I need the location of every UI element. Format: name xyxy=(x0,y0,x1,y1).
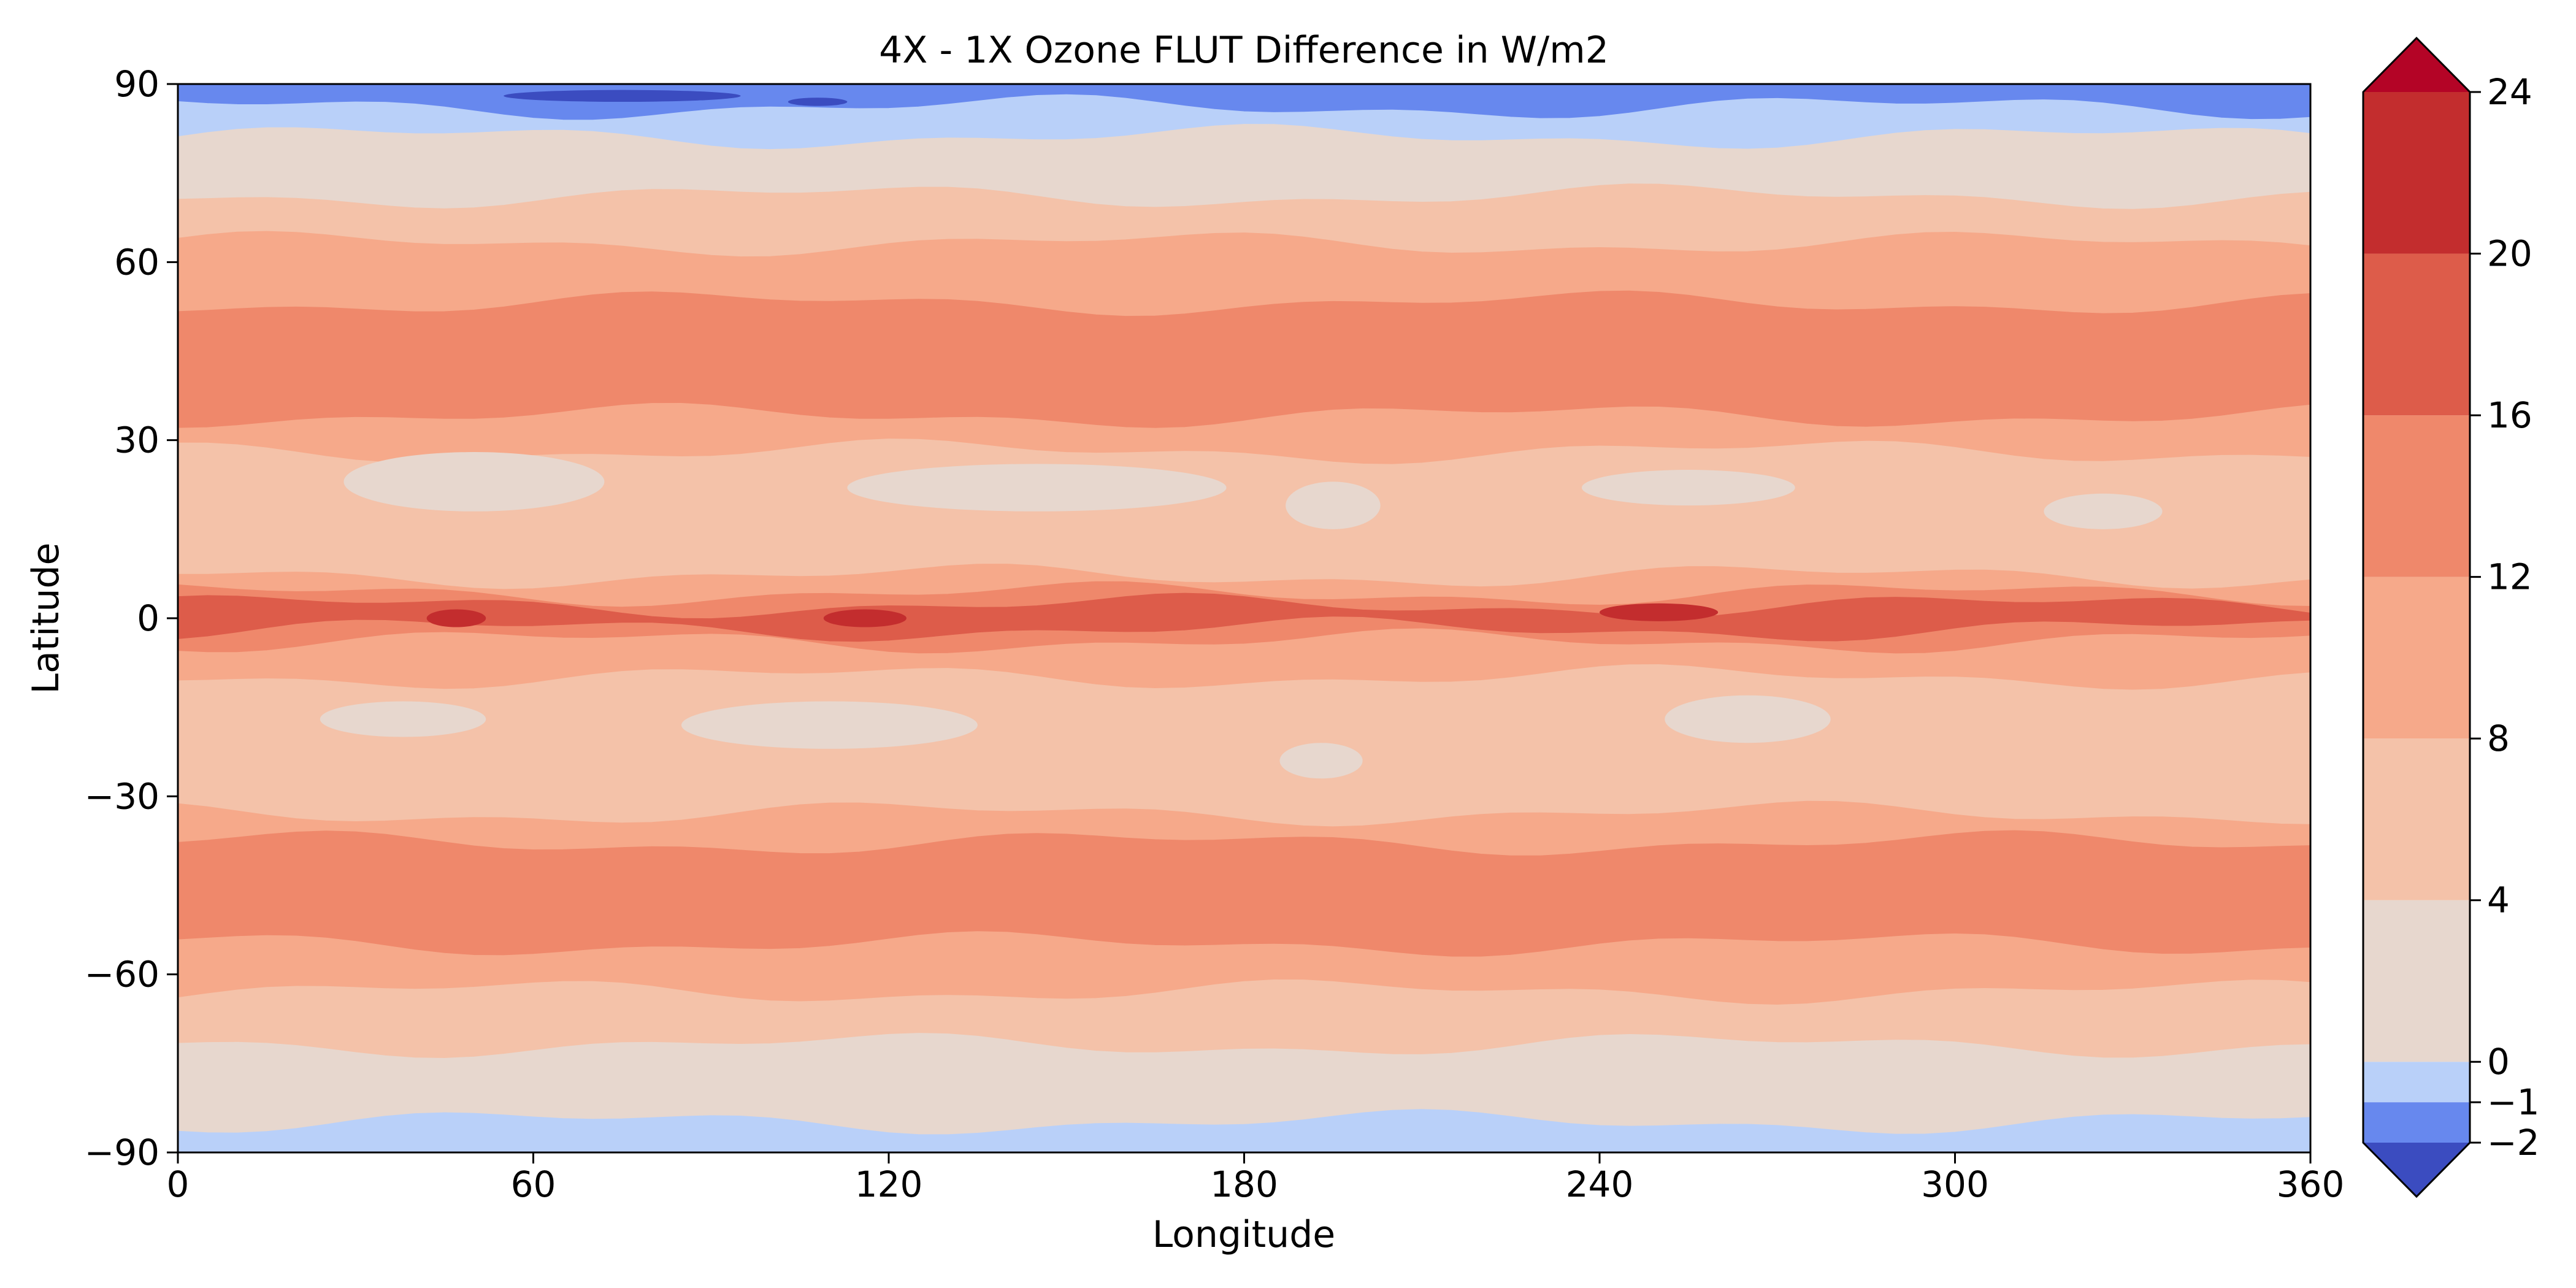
y-tick-label: 90 xyxy=(114,63,159,105)
y-tick-label: 0 xyxy=(137,597,159,639)
colorbar-segment xyxy=(2363,900,2470,1062)
contour-patch-5 xyxy=(320,701,486,737)
contour-patch-4 xyxy=(2044,493,2163,529)
colorbar-over-arrow xyxy=(2363,38,2470,92)
colorbar-tick-label: 4 xyxy=(2487,880,2510,921)
colorbar-tick-label: 24 xyxy=(2487,71,2532,113)
y-axis: −90 −60 −30 0 30 60 90 xyxy=(85,63,178,1173)
x-tick-label: 180 xyxy=(1210,1163,1278,1205)
colorbar-tick-label: 16 xyxy=(2487,394,2532,436)
colorbar-segment xyxy=(2363,577,2470,739)
colorbar-tick-label: 0 xyxy=(2487,1041,2510,1083)
contour-patch-11 xyxy=(1600,603,1719,621)
chart-title: 4X - 1X Ozone FLUT Difference in W/m2 xyxy=(879,29,1609,72)
contour-patch-9 xyxy=(426,609,486,627)
contour-patch-13 xyxy=(788,98,848,106)
contour-patch-8 xyxy=(1665,695,1831,743)
colorbar-segment xyxy=(2363,415,2470,577)
contour-band-19 xyxy=(178,1109,2310,1152)
contour-patch-6 xyxy=(681,701,978,749)
colorbar-segment xyxy=(2363,92,2470,254)
contour-band-13 xyxy=(178,664,2310,828)
y-axis-label: Latitude xyxy=(25,543,67,694)
x-tick-label: 0 xyxy=(167,1163,190,1205)
contour-field xyxy=(178,84,2310,1152)
contour-patch-12 xyxy=(504,90,741,102)
x-axis-label: Longitude xyxy=(1152,1213,1335,1256)
x-axis: 0 60 120 180 240 300 360 xyxy=(167,1152,2345,1205)
y-tick-label: 30 xyxy=(114,420,159,461)
y-tick-label: 60 xyxy=(114,241,159,283)
contour-patch-7 xyxy=(1279,743,1363,779)
colorbar-tick-label: −2 xyxy=(2487,1122,2540,1163)
colorbar-tick-label: −1 xyxy=(2487,1081,2540,1123)
colorbar-tick-label: 12 xyxy=(2487,556,2532,598)
x-tick-label: 360 xyxy=(2277,1163,2345,1205)
y-tick-label: −30 xyxy=(85,775,159,817)
y-tick-label: −90 xyxy=(85,1132,159,1173)
contour-patch-0 xyxy=(343,452,605,512)
colorbar-segment xyxy=(2363,738,2470,900)
colorbar: −2−10 4 8 12 16 20 24 xyxy=(2362,36,2540,1198)
contour-band-2 xyxy=(178,124,2310,210)
y-tick-label: −60 xyxy=(85,954,159,995)
contour-band-4 xyxy=(178,231,2310,318)
colorbar-segment xyxy=(2363,1102,2470,1143)
x-tick-label: 60 xyxy=(511,1163,556,1205)
contour-patch-1 xyxy=(847,464,1227,512)
contour-patch-2 xyxy=(1286,481,1381,529)
x-tick-label: 120 xyxy=(855,1163,923,1205)
contour-patch-3 xyxy=(1582,470,1795,506)
x-tick-label: 240 xyxy=(1566,1163,1634,1205)
colorbar-under-arrow xyxy=(2363,1143,2470,1197)
colorbar-segment xyxy=(2363,1062,2470,1103)
contour-band-5 xyxy=(178,290,2310,429)
colorbar-segment xyxy=(2363,253,2470,416)
contour-patch-10 xyxy=(823,609,907,627)
colorbar-tick-label: 20 xyxy=(2487,233,2532,275)
x-tick-label: 300 xyxy=(1921,1163,1989,1205)
colorbar-tick-label: 8 xyxy=(2487,718,2510,759)
